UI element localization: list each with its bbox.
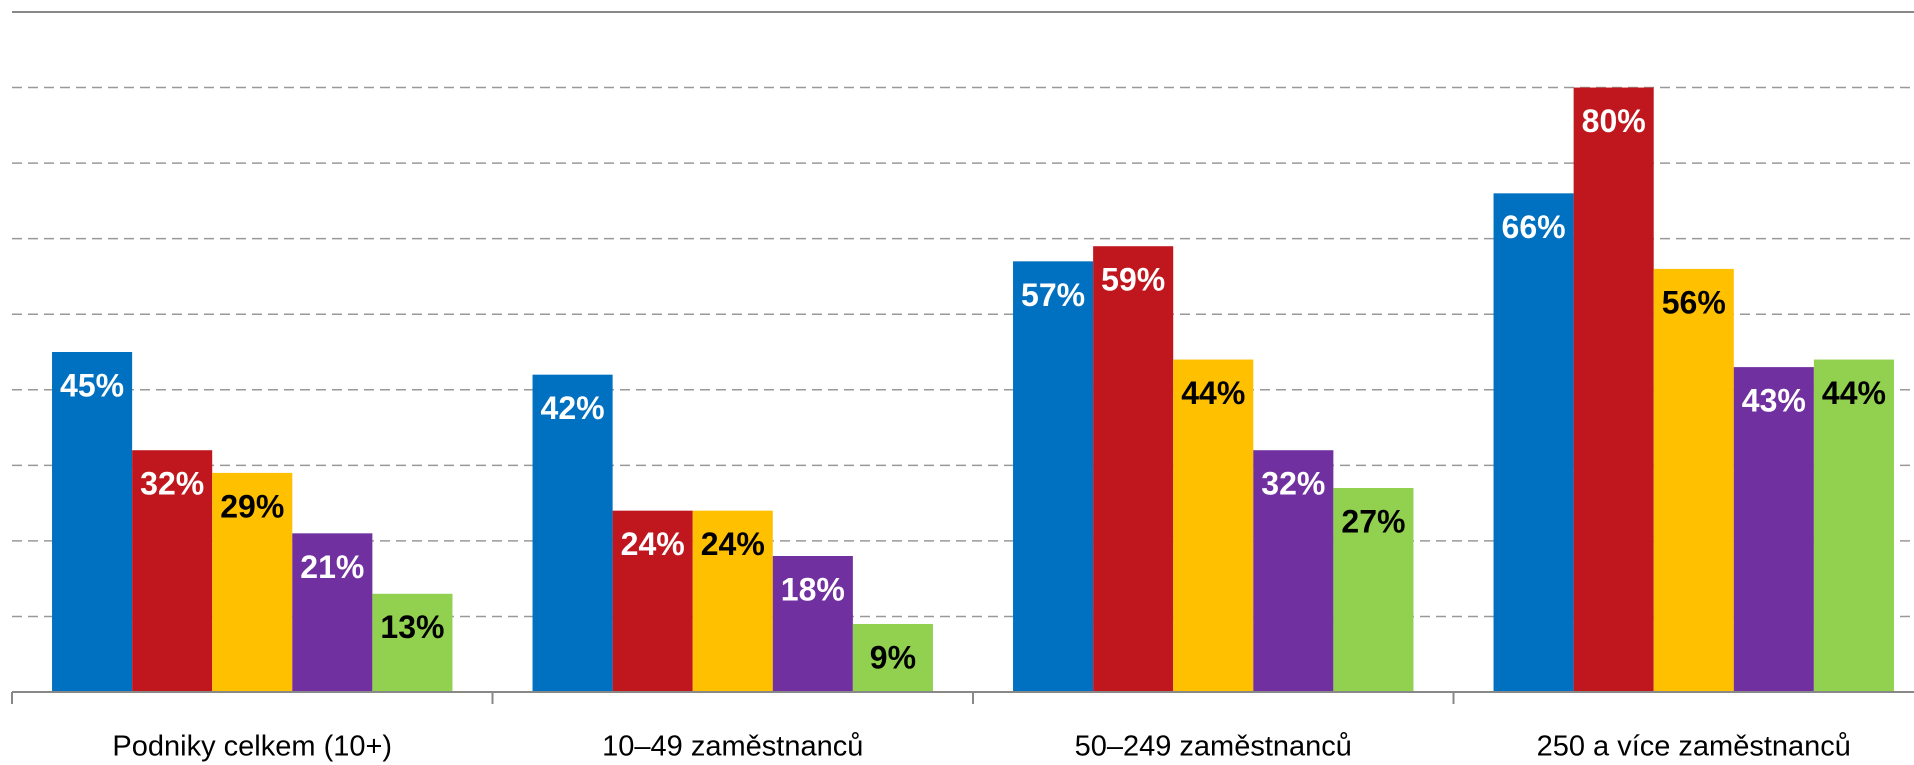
bar [532,374,613,692]
bar [372,593,453,692]
bar [1573,87,1654,693]
value-label: 32% [1261,466,1325,502]
value-label: 43% [1742,383,1806,419]
value-label: 56% [1662,284,1726,320]
x-tick-label: 250 a více zaměstnanců [1537,731,1851,763]
bar [212,472,293,692]
value-label: 9% [870,639,916,675]
bar [1093,246,1174,692]
value-label: 13% [380,609,444,645]
bar [1813,359,1894,692]
value-label: 18% [781,571,845,607]
value-label: 27% [1341,503,1405,539]
bar [692,510,773,692]
bar [852,624,933,692]
bar [1333,488,1414,692]
bar [132,450,213,692]
value-label: 42% [541,390,605,426]
value-label: 45% [60,367,124,403]
bar [1173,359,1254,692]
value-label: 24% [701,526,765,562]
value-label: 59% [1101,262,1165,298]
x-tick-label: 10–49 zaměstnanců [602,731,863,763]
value-label: 66% [1502,209,1566,245]
bar [292,533,373,692]
value-label: 32% [140,466,204,502]
value-label: 24% [621,526,685,562]
value-label: 21% [300,549,364,585]
x-tick-label: Podniky celkem (10+) [112,731,392,763]
bar [1253,450,1334,692]
value-label: 44% [1822,375,1886,411]
bar [612,510,693,692]
bar [1733,367,1814,692]
bar [772,556,853,692]
bar [1013,261,1094,692]
value-label: 57% [1021,277,1085,313]
bar [52,352,133,692]
bar [1653,268,1734,692]
x-tick-label: 50–249 zaměstnanců [1075,731,1352,763]
bar [1493,193,1574,693]
value-label: 44% [1181,375,1245,411]
value-label: 80% [1582,103,1646,139]
value-label: 29% [220,488,284,524]
